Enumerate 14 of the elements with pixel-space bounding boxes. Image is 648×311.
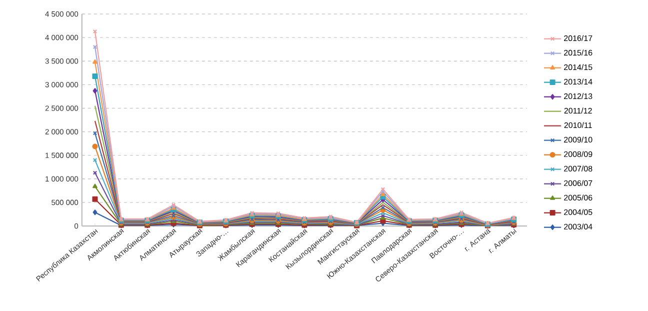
legend-label: 2004/05 xyxy=(564,209,592,215)
legend-label: 2013/14 xyxy=(564,78,592,85)
legend-label: 2005/06 xyxy=(564,194,592,201)
legend-label: 2006/07 xyxy=(564,180,592,186)
legend-label: 2011/12 xyxy=(564,108,592,114)
legend-label: 2010/11 xyxy=(564,122,592,128)
legend-label: 2016/17 xyxy=(564,35,592,42)
legend-label: 2009/10 xyxy=(564,136,592,143)
legend-label: 2014/15 xyxy=(564,64,592,70)
legend-label: 2007/08 xyxy=(564,166,592,172)
legend-label: 2012/13 xyxy=(564,93,592,100)
legend-label: 2008/09 xyxy=(564,151,592,158)
legend-label: 2015/16 xyxy=(564,50,592,56)
legend-label: 2003/04 xyxy=(564,224,592,230)
